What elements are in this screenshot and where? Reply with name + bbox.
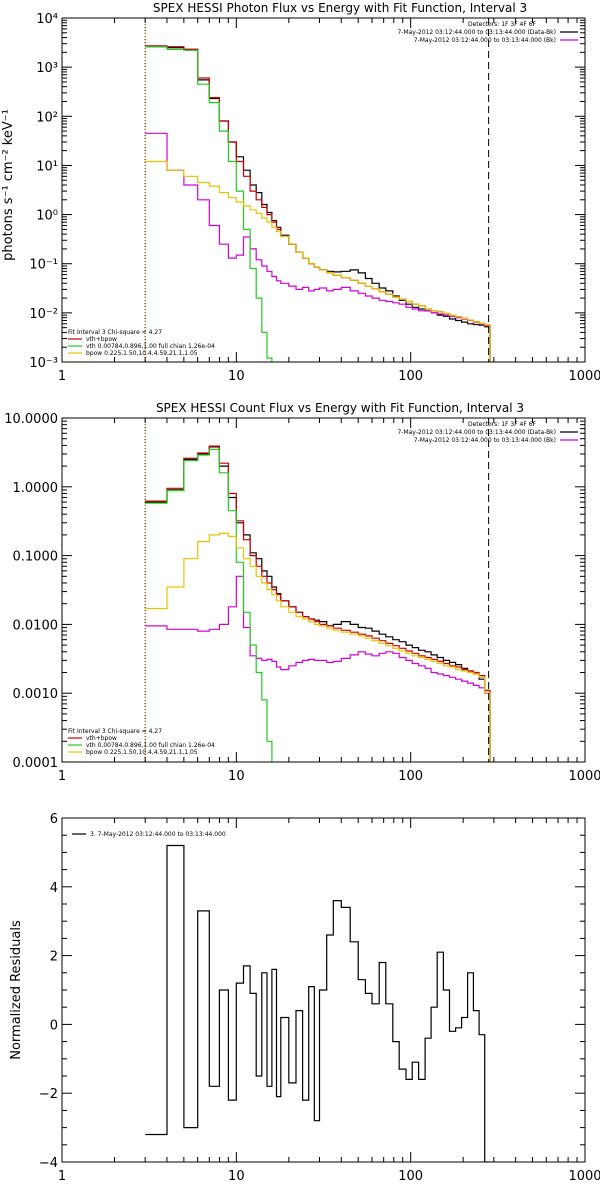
resid-y-tick-label-m2: −2 [39, 1087, 58, 1102]
photon-series-data [145, 46, 491, 362]
photon-y-tick-label-1e-2: 10⁻² [29, 307, 58, 322]
photon-y-tick-label-1e4: 10⁴ [36, 12, 58, 27]
photon-legend-detectors: Detectors: 1F 3F 4F 6F [468, 21, 537, 28]
photon-legend-bpow: bpow 0.225,1.50,10.4,4.59,21.1,1.05 [86, 350, 198, 357]
count-series-data [145, 446, 491, 762]
count-y-tick-label-1: 1.0000 [13, 481, 59, 496]
photon-series-vth [145, 46, 491, 362]
count-series-bk [145, 575, 491, 762]
resid-y-tick-label-0: 0 [50, 1018, 58, 1033]
count-y-tick-label-0.001: 0.0010 [13, 687, 59, 702]
photon-legend-vth: vth 0.00784,0.896,1.00 full chian 1.26e-… [86, 343, 215, 350]
count-x-tick-label-1000: 1000 [568, 769, 600, 784]
resid-x-tick-label-1000: 1000 [568, 1169, 600, 1184]
photon-legend-data-bk: 7-May-2012 03:12:44.000 to 03:13:44.000 … [397, 29, 556, 36]
photon-y-tick-label-1e3: 10³ [36, 61, 58, 76]
count-series-bpow [145, 532, 491, 762]
count-y-tick-label-0.0001: 0.0001 [13, 756, 59, 771]
photon-y-tick-label-1e-1: 10⁻¹ [29, 258, 58, 273]
count-flux-title: SPEX HESSI Count Flux vs Energy with Fit… [156, 401, 524, 415]
resid-x-tick-label-100: 100 [398, 1169, 423, 1184]
count-y-tick-label-10: 10.0000 [4, 412, 58, 427]
resid-plot-area [145, 844, 490, 1162]
count-legend-vth: vth 0.00784,0.896,1.00 full chian 1.26e-… [86, 742, 215, 749]
photon-x-tick-label-1000: 1000 [568, 369, 600, 384]
photon-y-tick-label-1e0: 10⁰ [36, 209, 58, 224]
count-legend-data-bk: 7-May-2012 03:12:44.000 to 03:13:44.000 … [397, 429, 556, 436]
count-y-tick-label-0.1: 0.1000 [13, 550, 59, 565]
photon-x-tick-label-10: 10 [228, 369, 245, 384]
photon-flux-panel: SPEX HESSI Photon Flux vs Energy with Fi… [1, 1, 600, 384]
photon-x-tick-label-100: 100 [398, 369, 423, 384]
count-series-total [145, 445, 491, 762]
resid-y-tick-label-2: 2 [50, 950, 58, 965]
photon-plot-area [145, 45, 491, 362]
count-legend-bpow: bpow 0.225,1.50,10.4,4.59,21.1,1.05 [86, 749, 198, 756]
photon-series-bk [145, 132, 491, 362]
count-legend-fit-interval: Fit Interval 3 Chi-square = 4.27 [68, 728, 162, 735]
residuals-ylabel: Normalized Residuals [9, 920, 24, 1060]
count-axes-frame [61, 417, 586, 763]
photon-series-bpow [145, 160, 491, 362]
count-plot-area [145, 445, 491, 762]
photon-axes-frame [61, 17, 586, 363]
photon-flux-title: SPEX HESSI Photon Flux vs Energy with Fi… [153, 1, 527, 15]
resid-x-tick-label-1: 1 [58, 1169, 66, 1184]
residuals-panel: Normalized Residuals 1 10 100 1000 −4 −2… [9, 812, 600, 1184]
photon-legend-fit-interval: Fit Interval 3 Chi-square = 4.27 [68, 329, 162, 336]
resid-series-data [145, 844, 490, 1162]
resid-legend-label: 3. 7-May-2012 03:12:44.000 to 03:13:44.0… [90, 831, 226, 838]
resid-y-tick-label-4: 4 [50, 881, 58, 896]
photon-y-tick-label-1e1: 10¹ [36, 159, 58, 174]
photon-y-tick-label-1e2: 10² [36, 110, 58, 125]
count-flux-panel: SPEX HESSI Count Flux vs Energy with Fit… [4, 401, 600, 784]
count-legend-detectors: Detectors: 1F 3F 4F 6F [468, 421, 537, 428]
photon-legend-bk: 7-May-2012 03:12:44.000 to 03:13:44.000 … [414, 37, 556, 44]
count-series-vth [145, 448, 491, 762]
photon-legend-total: vth+bpow [86, 336, 117, 343]
photon-y-tick-label-1e-3: 10⁻³ [29, 356, 58, 371]
count-x-tick-label-10: 10 [228, 769, 245, 784]
photon-flux-ylabel: photons s⁻¹ cm⁻² keV⁻¹ [1, 109, 16, 261]
resid-x-tick-label-10: 10 [228, 1169, 245, 1184]
photon-x-tick-label-1: 1 [58, 369, 66, 384]
count-x-tick-label-1: 1 [58, 769, 66, 784]
count-legend-bk: 7-May-2012 03:12:44.000 to 03:13:44.000 … [414, 437, 556, 444]
resid-y-tick-label-6: 6 [50, 812, 58, 827]
count-legend-total: vth+bpow [86, 735, 117, 742]
count-y-tick-label-0.01: 0.0100 [13, 618, 59, 633]
resid-y-tick-label-m4: −4 [39, 1156, 58, 1171]
count-x-tick-label-100: 100 [398, 769, 423, 784]
